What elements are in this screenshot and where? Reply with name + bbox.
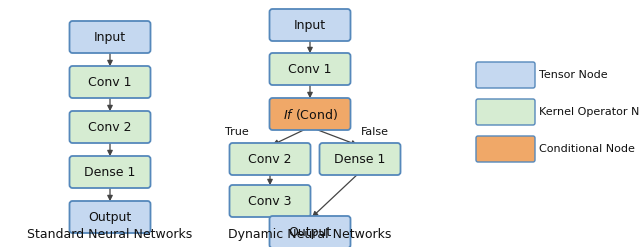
FancyBboxPatch shape	[269, 53, 351, 85]
FancyBboxPatch shape	[269, 216, 351, 247]
FancyBboxPatch shape	[70, 156, 150, 188]
FancyBboxPatch shape	[70, 66, 150, 98]
FancyBboxPatch shape	[230, 185, 310, 217]
FancyBboxPatch shape	[230, 143, 310, 175]
Text: Input: Input	[94, 30, 126, 43]
Text: Standard Neural Networks: Standard Neural Networks	[28, 228, 193, 241]
FancyBboxPatch shape	[269, 9, 351, 41]
FancyBboxPatch shape	[70, 111, 150, 143]
FancyBboxPatch shape	[70, 21, 150, 53]
FancyBboxPatch shape	[476, 136, 535, 162]
FancyBboxPatch shape	[319, 143, 401, 175]
Text: $\mathit{If}$ (Cond): $\mathit{If}$ (Cond)	[282, 106, 337, 122]
Text: Conv 2: Conv 2	[88, 121, 132, 133]
Text: Kernel Operator Node: Kernel Operator Node	[539, 107, 640, 117]
Text: Input: Input	[294, 19, 326, 32]
Text: Conv 1: Conv 1	[288, 62, 332, 76]
Text: Output: Output	[88, 210, 132, 224]
Text: Conv 3: Conv 3	[248, 194, 292, 207]
Text: Dense 1: Dense 1	[334, 152, 386, 165]
FancyBboxPatch shape	[70, 201, 150, 233]
Text: Dense 1: Dense 1	[84, 165, 136, 179]
FancyBboxPatch shape	[476, 62, 535, 88]
Text: Conditional Node: Conditional Node	[539, 144, 635, 154]
FancyBboxPatch shape	[269, 98, 351, 130]
Text: Tensor Node: Tensor Node	[539, 70, 607, 80]
Text: True: True	[225, 127, 249, 137]
Text: Dynamic Neural Networks: Dynamic Neural Networks	[228, 228, 392, 241]
Text: Output: Output	[289, 226, 332, 239]
FancyBboxPatch shape	[476, 99, 535, 125]
Text: False: False	[361, 127, 389, 137]
Text: Conv 1: Conv 1	[88, 76, 132, 88]
Text: Conv 2: Conv 2	[248, 152, 292, 165]
